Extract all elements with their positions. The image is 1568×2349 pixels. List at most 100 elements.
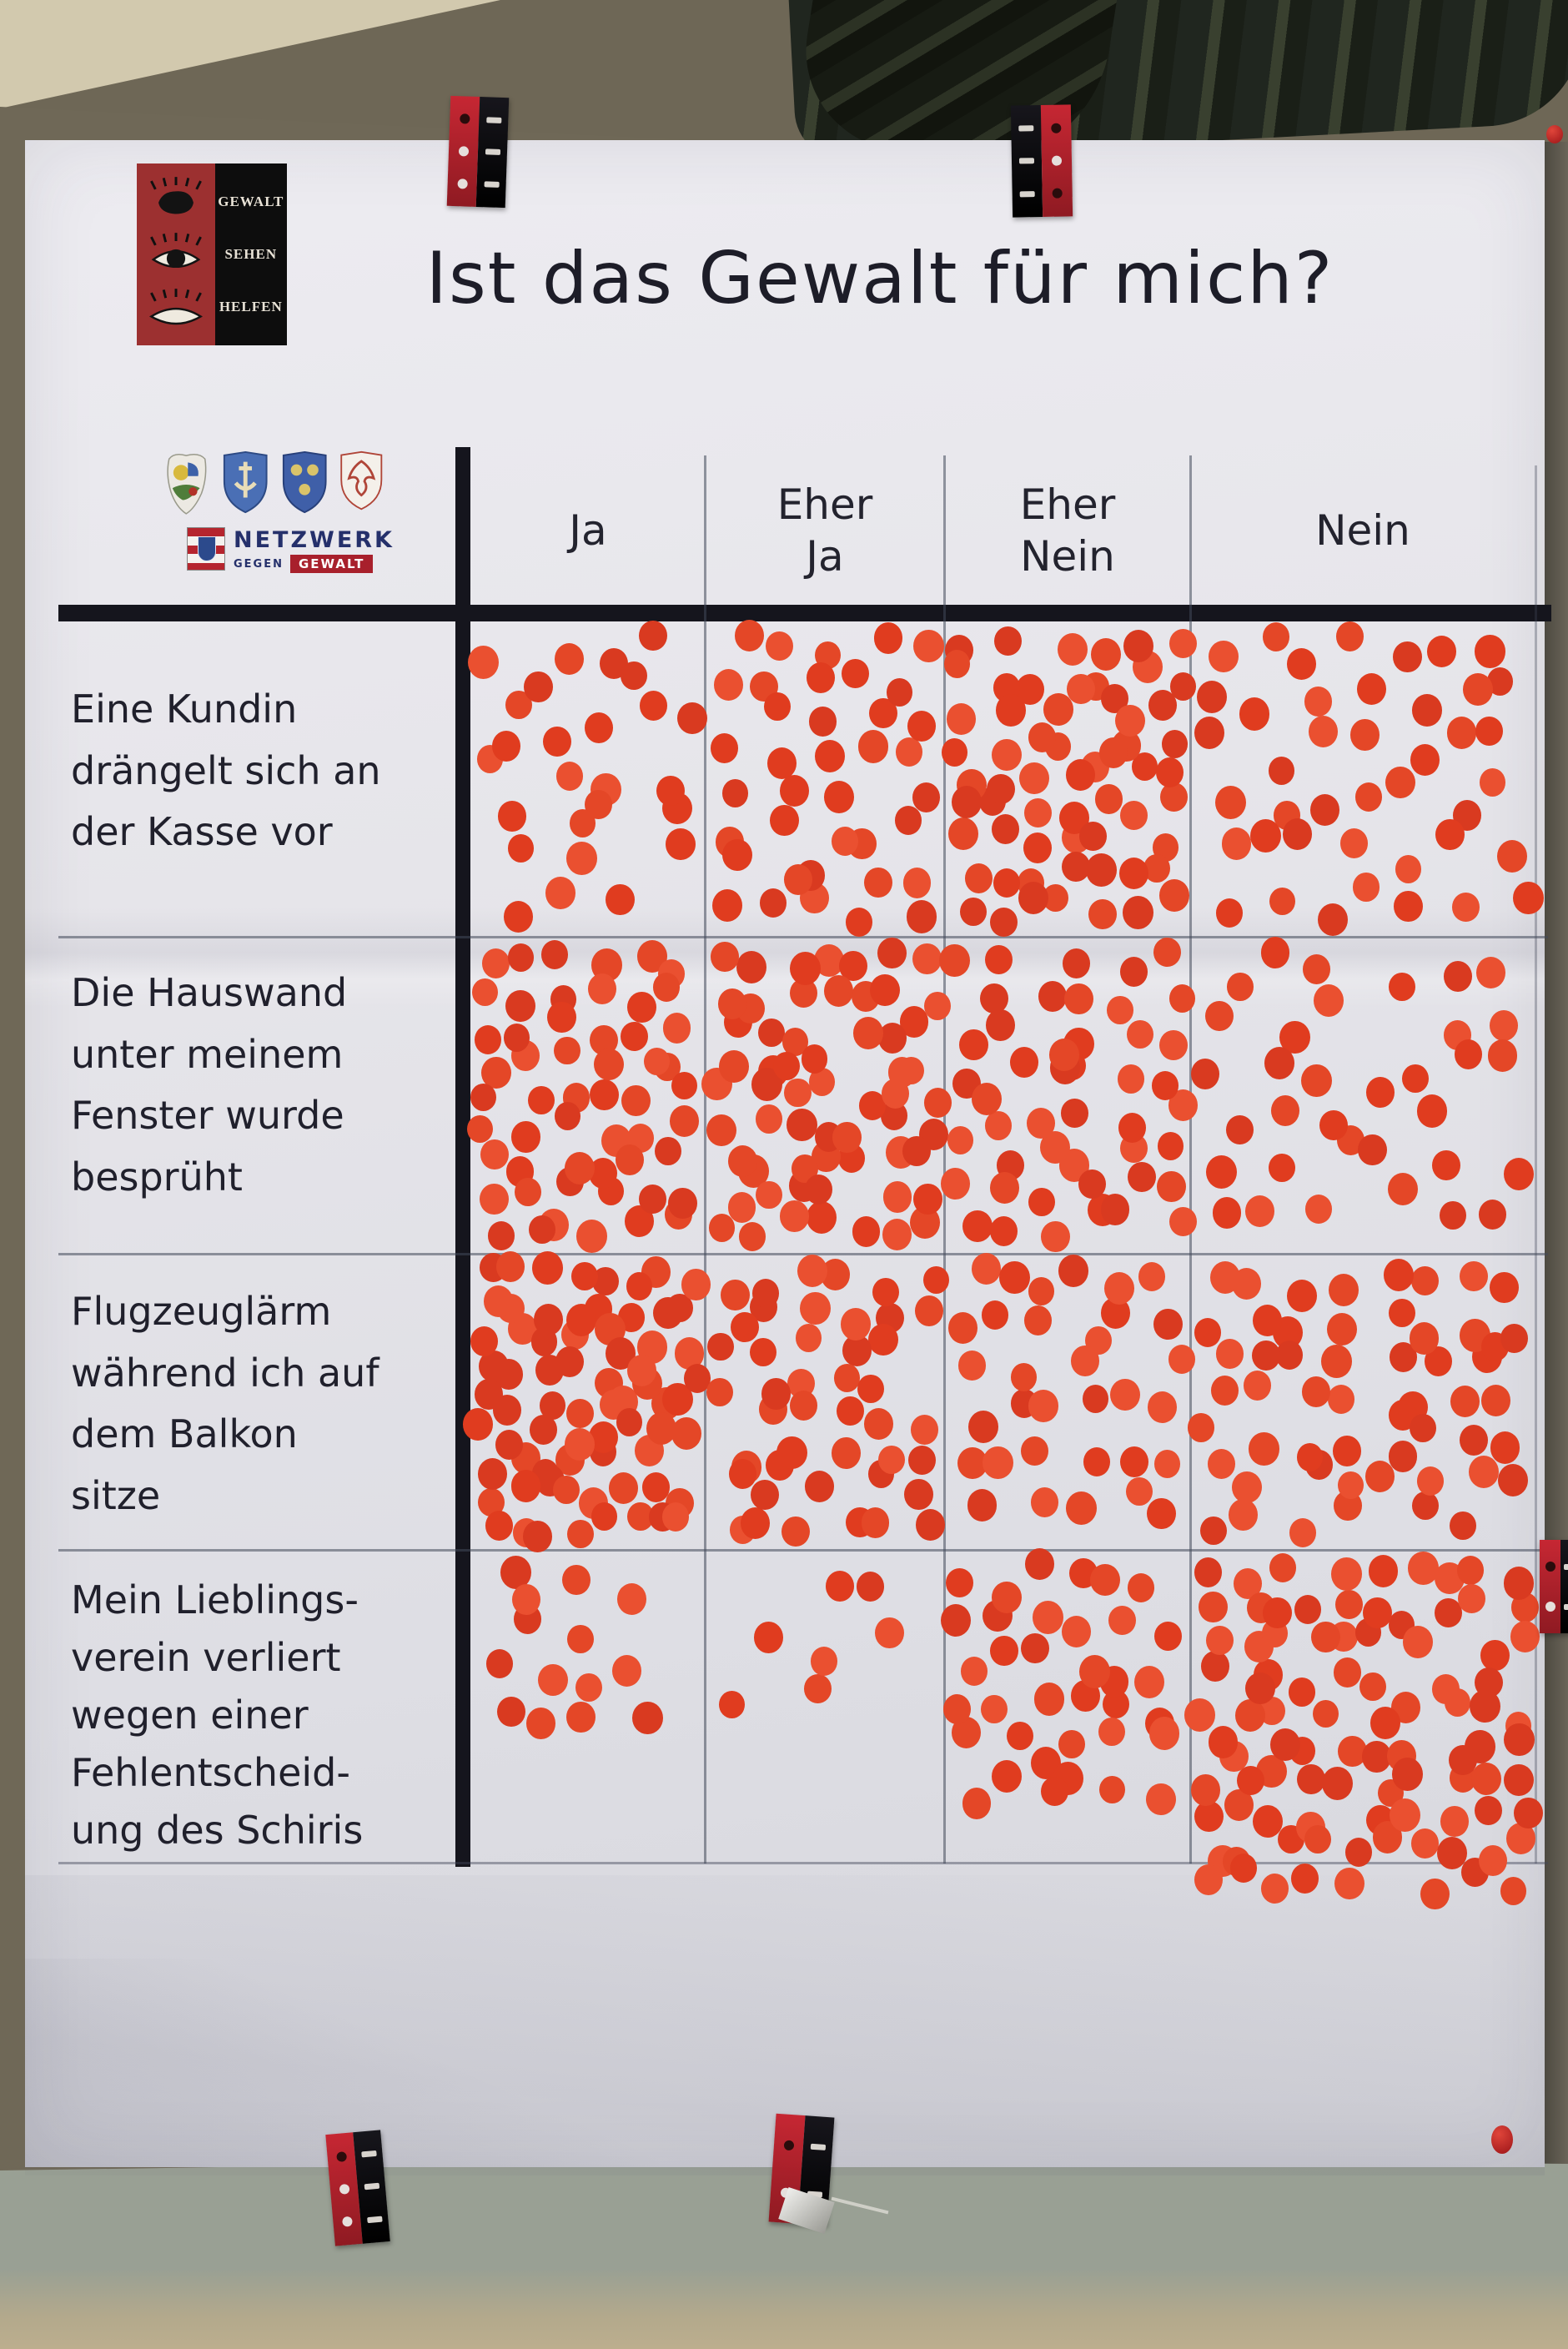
vote-dot: [804, 1471, 834, 1502]
vote-dot: [992, 738, 1022, 772]
vote-dot: [1260, 937, 1290, 968]
row-label-kundin: Eine Kundin drängelt sich an der Kasse vo…: [71, 687, 381, 855]
vote-dot: [1023, 797, 1052, 828]
vote-dot: [512, 1584, 541, 1616]
vote-dot: [616, 1144, 645, 1176]
vote-dot: [787, 1108, 818, 1142]
vote-dot: [555, 761, 583, 791]
vote-dot: [740, 1506, 771, 1540]
vote-dot: [983, 1446, 1013, 1480]
vote-dot: [1368, 1554, 1399, 1587]
vote-dot: [1041, 1777, 1068, 1807]
vote-dot: [943, 650, 971, 679]
vote-dot: [1319, 1110, 1348, 1141]
vote-dot: [485, 1511, 514, 1541]
column-divider: [943, 455, 946, 1864]
vote-dot: [1395, 855, 1422, 884]
vote-dot: [1326, 1313, 1357, 1346]
vote-dot: [1455, 1039, 1483, 1069]
vote-dot: [1208, 1726, 1239, 1758]
vote-dot: [1103, 1271, 1134, 1305]
vote-dot: [1168, 1344, 1196, 1375]
vote-dot: [912, 943, 942, 975]
vote-dot: [1440, 1806, 1469, 1837]
vote-dot: [1157, 1131, 1184, 1160]
vote-dot: [1040, 1220, 1070, 1253]
vote-dot: [1199, 1591, 1229, 1623]
vote-dot: [722, 838, 752, 871]
table-header-border: [58, 605, 1551, 621]
vote-dot: [1201, 1650, 1230, 1682]
vote-dot: [1475, 716, 1503, 747]
vote-dot: [1359, 1672, 1386, 1702]
vote-dot: [1214, 785, 1246, 819]
vote-dot: [761, 1378, 791, 1410]
vote-dot: [528, 1085, 555, 1115]
vote-dot: [1275, 1340, 1303, 1370]
vote-dot: [1107, 995, 1133, 1024]
vote-dot: [1108, 1605, 1136, 1636]
row-divider: [58, 936, 1548, 938]
vote-dot: [728, 1458, 757, 1490]
vote-dot: [803, 1673, 832, 1704]
vote-dot: [1388, 1173, 1419, 1206]
vote-dot: [897, 1056, 924, 1085]
column-divider: [704, 455, 706, 1864]
column-header-eher-nein: Eher Nein: [1019, 480, 1116, 581]
vote-dot: [1289, 1677, 1316, 1707]
vote-dot: [487, 1220, 515, 1250]
vote-dot: [569, 809, 596, 838]
vote-dot: [1252, 1340, 1281, 1371]
vote-dot: [1159, 1029, 1188, 1061]
vote-dot: [861, 1507, 890, 1538]
vote-dot: [957, 1447, 988, 1480]
vote-dot: [523, 1521, 553, 1552]
vote-dot: [1249, 1432, 1279, 1466]
vote-dot: [1184, 1698, 1216, 1733]
vote-dot: [858, 1091, 886, 1120]
vote-dot: [1384, 1259, 1415, 1292]
vote-dot: [863, 1407, 893, 1440]
vote-dot: [904, 1478, 934, 1511]
vote-dot: [524, 671, 554, 703]
vote-dot: [594, 1048, 624, 1081]
vote-dot: [1118, 1112, 1146, 1143]
vote-dot: [804, 1174, 833, 1205]
vote-dot: [1334, 1590, 1363, 1620]
vote-dot: [1127, 1573, 1155, 1603]
vote-dot: [674, 1337, 704, 1370]
vote-dot: [902, 1135, 931, 1166]
vote-dot: [525, 1707, 555, 1739]
vote-dot: [1503, 1567, 1535, 1600]
vote-dot: [877, 937, 907, 969]
vote-dot: [627, 991, 656, 1023]
vote-dot: [1431, 1149, 1460, 1181]
vote-dot: [1436, 1836, 1468, 1870]
gsh-logo-icons: [137, 163, 215, 345]
vote-dot: [565, 1151, 596, 1185]
vote-dot: [895, 737, 922, 767]
vote-dot: [643, 1047, 671, 1076]
column-header-eher-ja: Eher Ja: [776, 480, 873, 581]
vote-dot: [1229, 1854, 1257, 1884]
vote-dot: [706, 1114, 736, 1147]
vote-dot: [780, 1200, 809, 1232]
vote-dot: [1478, 1200, 1507, 1230]
vote-dot: [721, 1279, 750, 1311]
vote-dot: [962, 1210, 993, 1243]
vote-dot: [1411, 694, 1442, 727]
vote-dot: [1110, 1378, 1140, 1411]
vote-dot: [1357, 673, 1387, 706]
vote-dot: [671, 1416, 702, 1451]
vote-dot: [1194, 717, 1225, 750]
vote-dot: [681, 1269, 711, 1300]
vote-dot: [878, 1023, 907, 1054]
vote-dot: [1146, 1783, 1176, 1816]
vote-dot: [470, 1083, 496, 1112]
vote-dot: [1021, 1632, 1049, 1663]
vote-dot: [540, 940, 568, 970]
vote-dot: [1221, 827, 1252, 860]
vote-dot: [1385, 766, 1415, 798]
vote-dot: [1444, 961, 1473, 993]
vote-dot: [1287, 647, 1317, 681]
